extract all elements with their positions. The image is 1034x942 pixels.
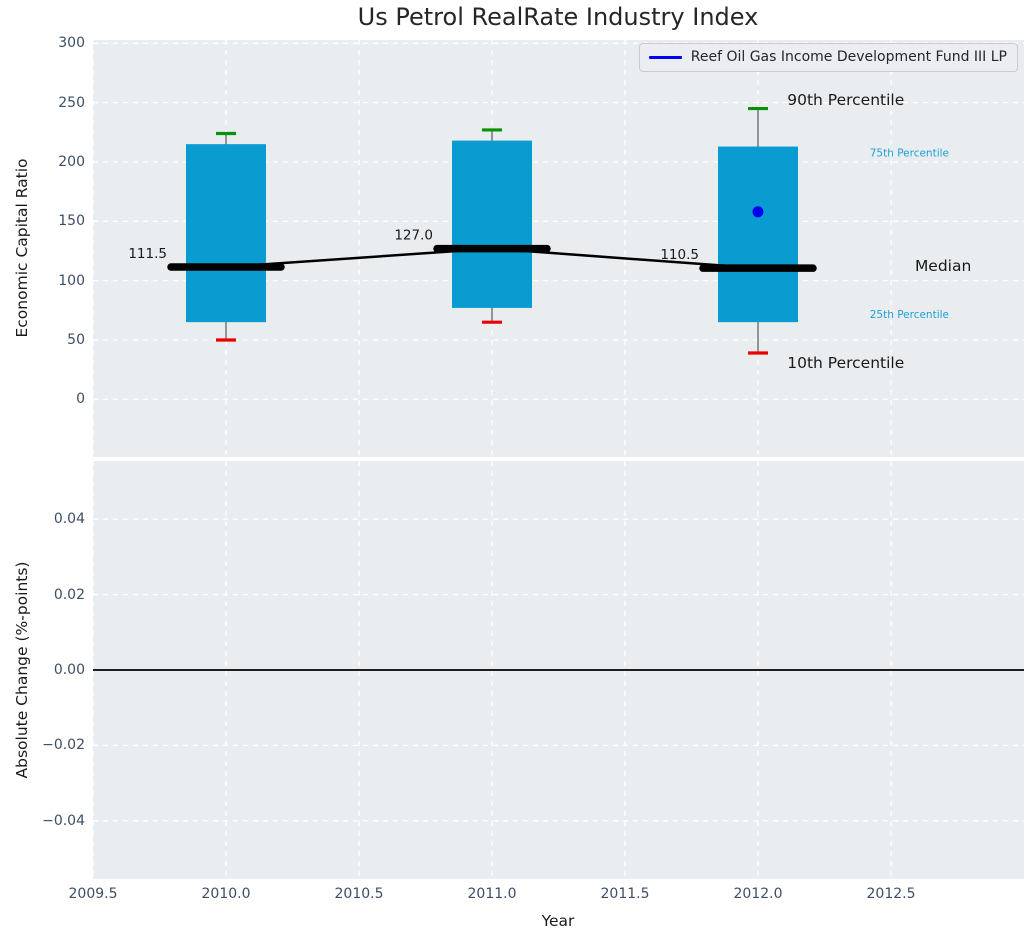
top-ytick-150: 150 (58, 213, 85, 230)
legend-line-icon (648, 55, 682, 59)
fund-data-point (752, 206, 764, 218)
top-y-axis-label: Economic Capital Ratio (13, 158, 31, 338)
annotation-90th-percentile: 90th Percentile (787, 91, 904, 109)
xtick-2011.5: 2011.5 (600, 886, 650, 902)
xtick-2010.5: 2010.5 (334, 886, 384, 902)
chart-title: Us Petrol RealRate Industry Index (357, 3, 759, 31)
top-ytick-200: 200 (58, 153, 85, 170)
bottom-axes (93, 461, 1024, 879)
median-value-label-2011: 127.0 (394, 228, 433, 244)
bottom-ytick-−0.04: −0.04 (42, 812, 85, 829)
change-canvas (93, 461, 1024, 879)
iqr-box-2010 (186, 144, 266, 323)
top-axes: 111.5 127.0 110.5 90th Percentile 75th Perce… (93, 40, 1024, 457)
bottom-ytick-0.04: 0.04 (53, 511, 85, 528)
boxplot-canvas: 111.5 127.0 110.5 90th Percentile 75th Perce… (93, 40, 1024, 457)
iqr-box-2012 (718, 146, 798, 323)
xtick-2011.0: 2011.0 (467, 886, 517, 902)
bottom-ytick-0.00: 0.00 (53, 662, 85, 678)
legend: Reef Oil Gas Income Development Fund III… (638, 43, 1018, 72)
legend-label: Reef Oil Gas Income Development Fund III… (690, 49, 1007, 65)
xtick-2010.0: 2010.0 (201, 886, 251, 902)
x-axis-label: Year (541, 912, 575, 930)
median-value-label-2010: 111.5 (128, 246, 167, 262)
annotation-25th-percentile: 25th Percentile (870, 309, 949, 321)
annotation-10th-percentile: 10th Percentile (787, 354, 904, 372)
top-ytick-0: 0 (76, 391, 85, 408)
annotation-median: Median (915, 257, 971, 275)
top-ytick-300: 300 (58, 35, 85, 52)
xtick-2012.5: 2012.5 (866, 886, 916, 902)
bottom-ytick-−0.02: −0.02 (42, 737, 85, 754)
xtick-2012.0: 2012.0 (733, 886, 783, 902)
top-ytick-50: 50 (67, 331, 85, 348)
top-ytick-250: 250 (58, 94, 85, 111)
bottom-ytick-0.02: 0.02 (53, 586, 85, 603)
xtick-2009.5: 2009.5 (68, 886, 118, 902)
median-value-label-2012: 110.5 (660, 247, 699, 263)
top-ytick-100: 100 (58, 272, 85, 289)
iqr-box-2011 (452, 140, 532, 308)
annotation-75th-percentile: 75th Percentile (870, 148, 949, 160)
